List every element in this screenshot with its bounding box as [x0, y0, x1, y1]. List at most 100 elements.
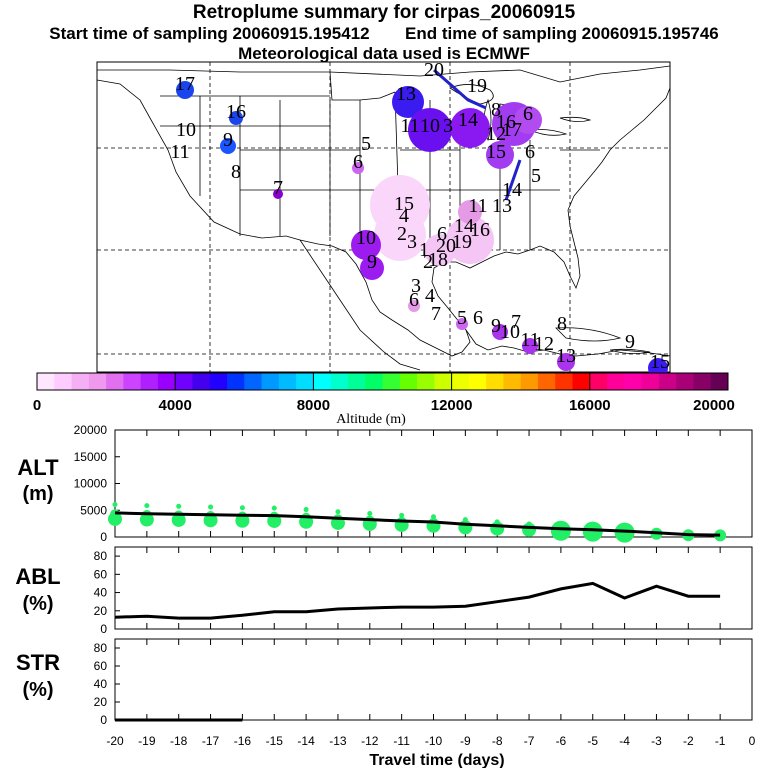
panel-label-str_1: STR — [16, 650, 60, 675]
map-label-33: 10 — [356, 227, 376, 249]
map-label-5: 8 — [231, 161, 241, 183]
colorbar-tick-16000: 16000 — [569, 397, 611, 414]
y-tick-label: 20 — [94, 695, 108, 709]
plume-blob — [408, 300, 420, 312]
map-label-36: 20 — [436, 235, 456, 257]
map-label-6: 7 — [273, 177, 283, 199]
x-axis: -20 -19 -18 -17 -16 -15 -14 -13 -12 -11 -10 -9 -8 -7-… — [106, 734, 755, 768]
colorbar-swatch — [157, 373, 176, 390]
map-label-39: 9 — [367, 251, 377, 273]
colorbar-swatch — [123, 373, 142, 390]
plume-dot — [335, 509, 341, 515]
plume-dot — [208, 504, 214, 510]
colorbar-swatch — [278, 373, 297, 390]
colorbar-swatch — [261, 373, 280, 390]
colorbar-swatch — [296, 373, 314, 390]
map-label-53: 13 — [556, 345, 576, 367]
colorbar-swatch — [537, 373, 556, 390]
colorbar-swatch — [658, 373, 677, 390]
colorbar-label: Altitude (m) — [336, 412, 406, 427]
y-tick-label: 40 — [94, 586, 108, 600]
x-tick-label: -8 — [492, 734, 503, 748]
colorbar-swatch — [710, 373, 729, 390]
colorbar-swatch — [192, 373, 211, 390]
colorbar-swatch — [555, 373, 574, 390]
map-label-50: 10 — [500, 321, 520, 343]
map-label-48: 8 — [557, 313, 567, 335]
x-tick-label: -5 — [587, 734, 598, 748]
x-tick-label: -2 — [683, 734, 694, 748]
plume-blob — [486, 141, 514, 169]
map-label-47: 7 — [511, 311, 521, 333]
map-label-22: 6 — [525, 141, 535, 163]
colorbar-swatch — [382, 373, 401, 390]
colorbar-swatch — [434, 373, 453, 390]
colorbar-swatch — [486, 373, 504, 390]
plume-blob — [557, 353, 575, 371]
plume-blob — [176, 81, 194, 99]
plume-dot — [176, 503, 182, 509]
plume-blob — [351, 230, 381, 260]
colorbar-frame — [36, 372, 729, 391]
x-tick-label: -17 — [202, 734, 220, 748]
plume-blob — [273, 189, 283, 199]
start-time: Start time of sampling 20060915.195412 — [49, 24, 370, 43]
colorbar-swatch — [365, 373, 383, 390]
y-tick-label: 60 — [94, 567, 108, 581]
plume-blobs — [176, 81, 668, 378]
y-tick-label: 80 — [94, 641, 108, 655]
map-label-44: 7 — [431, 303, 441, 325]
x-tick-label: -13 — [329, 734, 347, 748]
x-tick-label: -19 — [138, 734, 156, 748]
panel-str: 0 20 40 60 80 STR (%) — [16, 638, 753, 727]
y-tick-label: 10000 — [74, 477, 108, 491]
trajectory-lines — [433, 68, 522, 201]
series-line-alt — [114, 511, 721, 537]
colorbar: 0 4000 8000 12000 16000 20000 Altitude (m) — [33, 372, 735, 427]
plume-dot — [112, 501, 118, 507]
map-label-9: 20 — [424, 59, 444, 81]
panel-abl: 0 20 40 60 80 ABL (%) — [15, 546, 753, 636]
plume-blob — [229, 111, 243, 125]
plume-blob — [424, 234, 456, 266]
map-label-13: 10 — [420, 115, 440, 137]
colorbar-swatch — [693, 373, 712, 390]
y-tick-label: 0 — [100, 713, 107, 727]
plume-dot — [367, 511, 373, 517]
plume-dot — [144, 503, 150, 509]
x-tick-label: -9 — [460, 734, 471, 748]
map-label-45: 5 — [457, 307, 467, 329]
plume-dot — [494, 519, 500, 525]
x-tick-label: -7 — [524, 734, 535, 748]
y-tick-label: 15000 — [74, 450, 108, 464]
map-label-20: 17 — [502, 119, 522, 141]
y-tick-label: 0 — [100, 622, 107, 636]
plume-blob — [492, 324, 508, 340]
map-label-0: 17 — [175, 73, 195, 95]
colorbar-swatch — [37, 373, 55, 390]
plume-dot — [303, 507, 309, 513]
plume-dot — [462, 517, 468, 523]
panel-alt: 0 5000 10000 15000 20000 ALT (m) — [17, 423, 753, 544]
map-label-4: 11 — [170, 141, 189, 163]
y-tick-label: 20 — [94, 604, 108, 618]
plume-dot — [558, 523, 564, 529]
x-tick-label: -1 — [715, 734, 726, 748]
panel-label-abl_2: (%) — [22, 593, 53, 615]
plume-blob — [392, 86, 424, 118]
x-tick-label: -10 — [425, 734, 443, 748]
plume-blob — [374, 209, 426, 261]
colorbar-swatch — [503, 373, 522, 390]
map-gridlines — [97, 62, 670, 372]
colorbar-swatch — [589, 373, 608, 390]
map-label-49: 9 — [491, 315, 501, 337]
sampling-times: Start time of sampling 20060915.195412 E… — [0, 24, 768, 44]
map-label-17: 16 — [496, 111, 516, 133]
colorbar-swatch — [175, 373, 193, 390]
y-tick-label: 60 — [94, 659, 108, 673]
plume-blob — [352, 162, 364, 174]
plume-blob — [514, 106, 542, 134]
map-label-28: 4 — [399, 205, 409, 227]
x-tick-label: -4 — [619, 734, 630, 748]
